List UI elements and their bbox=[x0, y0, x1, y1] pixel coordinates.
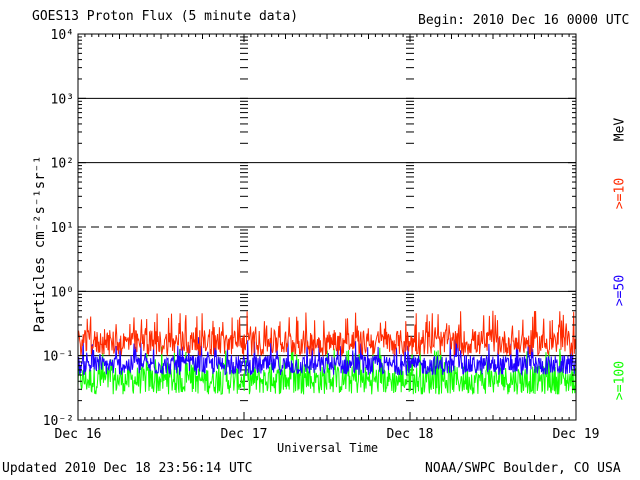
legend-item-50: >=50 bbox=[612, 274, 628, 307]
tick-layer: 10⁻² 10⁻¹ 10⁰ 10¹ 10² 10³ 10⁴ Dec 16 Dec 17 Dec 1… bbox=[43, 28, 600, 442]
legend-unit: MeV bbox=[612, 117, 628, 142]
y-tick-label: 10¹ bbox=[51, 221, 74, 236]
series-line-50mev bbox=[77, 336, 577, 377]
chart-title: GOES13 Proton Flux (5 minute data) bbox=[32, 9, 299, 24]
y-tick-label: 10⁻² bbox=[43, 414, 74, 429]
series-layer bbox=[77, 310, 577, 395]
grid-layer bbox=[78, 36, 576, 421]
x-tick-label: Dec 19 bbox=[553, 427, 600, 442]
y-axis-label: Particles cm⁻²s⁻¹sr⁻¹ bbox=[32, 155, 48, 333]
x-axis-label: Universal Time bbox=[277, 441, 379, 455]
x-tick-label: Dec 16 bbox=[55, 427, 102, 442]
x-tick-label: Dec 18 bbox=[387, 427, 434, 442]
y-tick-label: 10⁰ bbox=[51, 285, 74, 300]
x-tick-label: Dec 17 bbox=[221, 427, 268, 442]
begin-time: Begin: 2010 Dec 16 0000 UTC bbox=[418, 13, 630, 28]
credit-text: NOAA/SWPC Boulder, CO USA bbox=[425, 461, 621, 476]
legend-item-10: >=10 bbox=[612, 177, 628, 210]
y-tick-label: 10⁻¹ bbox=[43, 350, 74, 365]
legend-item-100: >=100 bbox=[612, 360, 628, 401]
y-tick-label: 10² bbox=[51, 157, 74, 172]
series-line-10mev bbox=[77, 310, 577, 357]
series-line-100mev bbox=[77, 346, 577, 395]
y-tick-label: 10⁴ bbox=[51, 28, 74, 43]
updated-time: Updated 2010 Dec 18 23:56:14 UTC bbox=[2, 461, 253, 476]
y-tick-label: 10³ bbox=[51, 92, 74, 107]
